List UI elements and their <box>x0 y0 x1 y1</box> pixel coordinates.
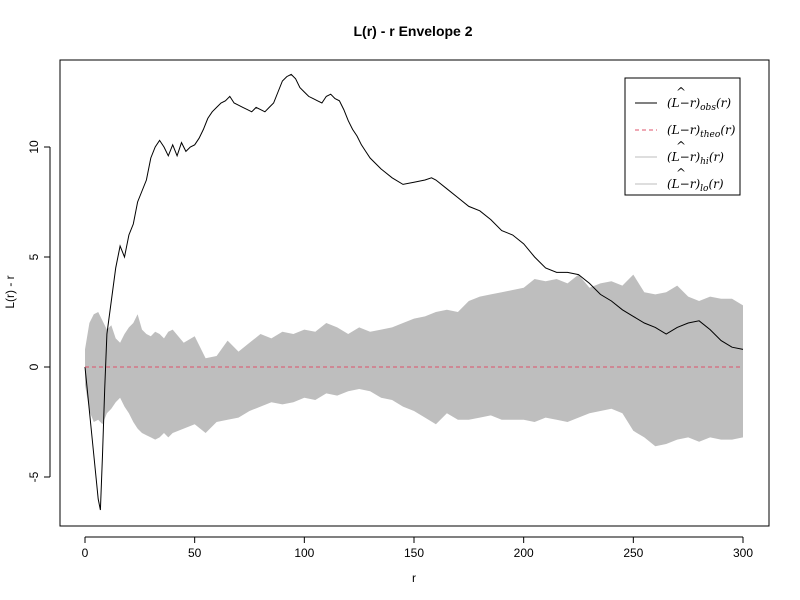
plot-area <box>84 73 744 511</box>
x-tick-label: 0 <box>82 546 89 560</box>
legend: (L−r)obs(r)^(L−r)theo(r)(L−r)hi(r)^(L−r)… <box>624 77 741 196</box>
chart-title: L(r) - r Envelope 2 <box>353 23 472 39</box>
y-tick-label: -5 <box>27 471 41 482</box>
x-tick-label: 150 <box>404 546 424 560</box>
legend-label: (L−r)lo(r) <box>667 177 724 194</box>
legend-box <box>624 77 741 196</box>
legend-label: (L−r)theo(r) <box>667 123 736 140</box>
series-obs-line <box>84 73 744 511</box>
plot-frame <box>59 59 770 527</box>
legend-label: (L−r)obs(r) <box>667 96 731 113</box>
x-tick-label: 200 <box>514 546 534 560</box>
legend-hat: ^ <box>676 85 686 99</box>
x-axis-label: r <box>412 571 416 585</box>
x-tick-label: 250 <box>623 546 643 560</box>
legend-hat: ^ <box>676 139 686 153</box>
y-axis: -5 0 5 10 <box>27 140 51 482</box>
x-tick-label: 300 <box>733 546 753 560</box>
x-tick-label: 100 <box>294 546 314 560</box>
y-tick-label: 0 <box>27 363 41 370</box>
envelope-band <box>85 274 743 447</box>
y-tick-label: 10 <box>27 140 41 154</box>
x-axis: 0 50 100 150 200 250 300 <box>82 536 753 560</box>
legend-label: (L−r)hi(r) <box>667 150 724 167</box>
legend-hat: ^ <box>676 166 686 180</box>
y-tick-label: 5 <box>27 253 41 260</box>
x-tick-label: 50 <box>188 546 202 560</box>
y-axis-label: L(r) - r <box>3 275 17 308</box>
